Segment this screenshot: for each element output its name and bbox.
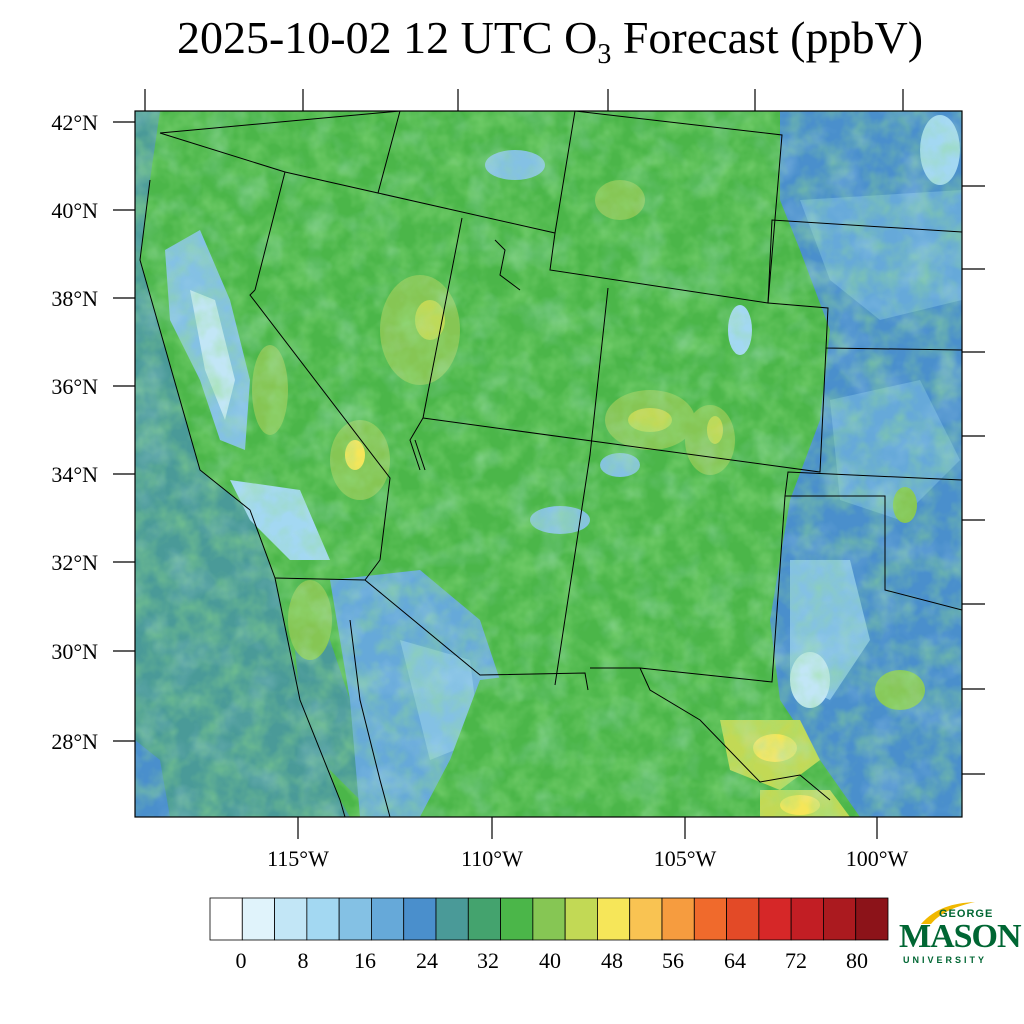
left-ticks [113,121,135,742]
legend-swatch [597,897,631,941]
legend-tick-label: 0 [235,948,247,973]
legend-swatch [338,897,372,941]
legend-swatch [726,897,760,941]
top-ticks [144,89,904,111]
lat-label: 38°N [51,286,98,311]
legend-swatch [241,897,275,941]
legend-swatch [661,897,695,941]
legend-tick-label: 40 [539,948,561,973]
legend-tick-label: 24 [416,948,438,973]
lat-label: 28°N [51,729,98,754]
lon-label: 100°W [846,846,909,871]
legend-swatch [693,897,727,941]
lon-label: 105°W [654,846,717,871]
legend-tick-label: 48 [601,948,623,973]
legend-tick-label: 8 [297,948,309,973]
legend-swatch [758,897,792,941]
legend-tick-label: 64 [724,948,746,973]
legend-tick-label: 80 [846,948,868,973]
legend-swatch [855,897,889,941]
legend-swatch [629,897,663,941]
legend-swatch [371,897,405,941]
colorbar [209,897,889,941]
map-title: 2025-10-02 12 UTC O3 Forecast (ppbV) [176,12,924,70]
state-boundaries [139,111,962,817]
lat-label: 42°N [51,110,98,135]
legend-swatch [467,897,501,941]
lon-label: 110°W [461,846,523,871]
lat-label: 40°N [51,198,98,223]
legend-swatch [500,897,534,941]
logo-university: UNIVERSITY [903,955,988,965]
legend-swatch [823,897,857,941]
legend-swatch [532,897,566,941]
lat-label: 30°N [51,639,98,664]
lat-label: 32°N [51,550,98,575]
longitude-labels: 115°W 110°W 105°W 100°W [267,846,908,871]
legend-tick-label: 32 [477,948,499,973]
map-frame [134,110,963,818]
legend-swatch [403,897,437,941]
legend-tick-label: 56 [662,948,684,973]
right-ticks [962,185,985,775]
legend-swatch [274,897,308,941]
map-field [135,111,962,817]
lat-label: 36°N [51,374,98,399]
legend-tick-label: 16 [354,948,376,973]
george-mason-logo: GEORGE MASON UNIVERSITY [895,900,1022,970]
swoosh-icon [921,902,975,924]
logo-george: GEORGE [939,908,994,920]
legend-swatch [564,897,598,941]
lat-label: 34°N [51,462,98,487]
lon-label: 115°W [267,846,329,871]
legend-swatch [306,897,340,941]
bottom-ticks [297,817,878,839]
legend-swatch [435,897,469,941]
logo-mason: MASON [899,918,1022,955]
latitude-labels: 42°N 40°N 38°N 36°N 34°N 32°N 30°N 28°N [51,110,98,754]
legend-swatch [209,897,243,941]
legend-swatch [790,897,824,941]
legend-tick-label: 72 [785,948,807,973]
